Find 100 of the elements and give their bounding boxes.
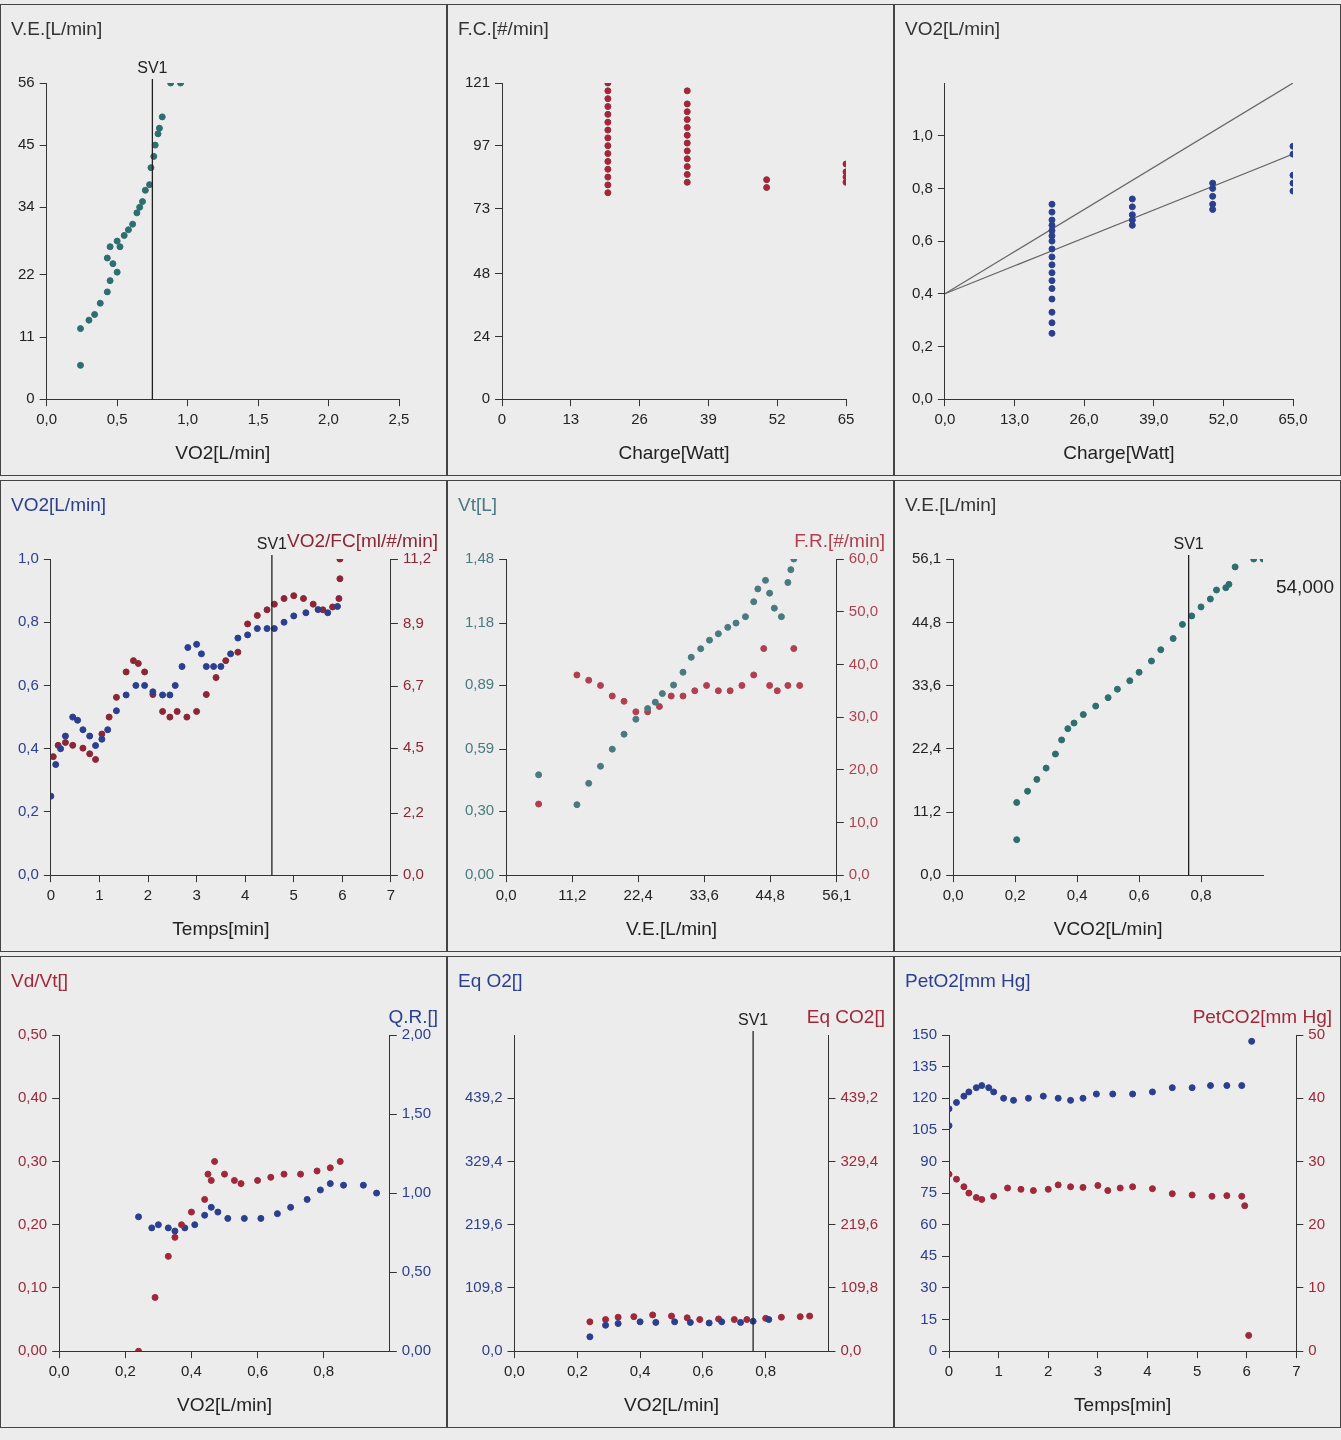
x-tick-label: 6 <box>1242 1362 1251 1380</box>
x-tick-label: 1 <box>95 886 104 904</box>
x-tick-label: 0,0 <box>504 1362 525 1380</box>
y2-tick-label: 439,2 <box>840 1088 879 1106</box>
x-tick-label: 52,0 <box>1208 410 1238 428</box>
y-tick-label: 60 <box>920 1214 938 1232</box>
y-tick-label: 0,4 <box>17 738 39 756</box>
y2-tick-label: 11,2 <box>402 549 432 567</box>
x-axis-title: VO2[L/min] <box>176 1393 273 1415</box>
y2-tick-label: 1,00 <box>401 1183 432 1201</box>
x-axis-title: VO2[L/min] <box>623 1393 720 1415</box>
x-tick-label: 0,6 <box>247 1362 268 1380</box>
x-tick-label: 13 <box>562 410 580 428</box>
y2-tick-label: 20 <box>1308 1214 1325 1232</box>
y-tick-label: 75 <box>920 1183 938 1201</box>
y-axis-title: VO2[L/min] <box>905 18 1001 39</box>
y-tick-label: 0,4 <box>911 283 933 301</box>
x-tick-label: 39,0 <box>1139 410 1169 428</box>
y-tick-label: 22 <box>18 265 35 283</box>
y-tick-label: 135 <box>912 1056 938 1074</box>
y-tick-label: 0,30 <box>464 801 495 819</box>
x-tick-label: 0,2 <box>566 1362 588 1380</box>
y2-tick-label: 0,00 <box>401 1341 432 1359</box>
y2-tick-label: 329,4 <box>840 1151 879 1169</box>
x-tick-label: 52 <box>768 410 786 428</box>
x-tick-label: 1,5 <box>247 410 269 428</box>
x-tick-label: 0,5 <box>106 410 128 428</box>
x-tick-label: 3 <box>192 886 201 904</box>
y-tick-label: 1,48 <box>464 549 495 567</box>
y-axis-title: Eq O2[] <box>458 970 523 991</box>
y-tick-label: 44,8 <box>911 612 942 630</box>
x-tick-label: 5 <box>1192 1362 1202 1380</box>
y-tick-label: 219,6 <box>464 1214 503 1232</box>
y-axis-title: V.E.[L/min] <box>905 494 997 515</box>
x-tick-label: 0,4 <box>629 1362 651 1380</box>
x-tick-label: 7 <box>386 886 396 904</box>
y-tick-label: 0,20 <box>17 1214 48 1232</box>
x-tick-label: 0,4 <box>1066 886 1088 904</box>
y2-tick-label: 0,0 <box>848 865 870 883</box>
y-tick-label: 0,8 <box>17 612 39 630</box>
y-tick-label: 0,8 <box>911 178 933 196</box>
y-tick-label: 11,2 <box>913 802 942 820</box>
x-tick-label: 56,1 <box>822 886 852 904</box>
x-tick-label: 2,0 <box>318 410 339 428</box>
y-tick-label: 439,2 <box>464 1088 503 1106</box>
y2-tick-label: 4,5 <box>402 738 424 756</box>
y2-tick-label: 6,7 <box>402 676 424 694</box>
y2-axis-title: Eq CO2[] <box>806 1006 885 1027</box>
y-tick-label: 109,8 <box>464 1278 503 1296</box>
x-axis-title: V.E.[L/min] <box>625 917 718 939</box>
y2-axis-title: VO2/FC[ml/#/min] <box>287 530 438 551</box>
y-tick-label: 56,1 <box>911 549 942 567</box>
x-tick-label: 1 <box>994 1362 1003 1380</box>
x-tick-label: 0,0 <box>934 410 956 428</box>
x-axis-title: Charge[Watt] <box>618 441 730 463</box>
x-tick-label: 26 <box>631 410 648 428</box>
y-tick-label: 1,0 <box>911 125 933 143</box>
y-tick-label: 24 <box>473 326 491 344</box>
y-tick-label: 45 <box>18 135 35 153</box>
x-tick-label: 6 <box>338 886 347 904</box>
y2-tick-label: 20,0 <box>848 759 879 777</box>
x-tick-label: 65,0 <box>1278 410 1308 428</box>
y2-tick-label: 30 <box>1308 1151 1325 1169</box>
x-tick-label: 2 <box>1044 1362 1053 1380</box>
x-tick-label: 0,8 <box>755 1362 777 1380</box>
x-tick-label: 4 <box>241 886 250 904</box>
y2-tick-label: 1,50 <box>401 1104 432 1122</box>
x-tick-label: 0,2 <box>114 1362 136 1380</box>
y-tick-label: 0,0 <box>481 1341 503 1359</box>
y-tick-label: 15 <box>920 1309 938 1327</box>
x-tick-label: 13,0 <box>999 410 1030 428</box>
y-tick-label: 90 <box>920 1151 938 1169</box>
y-tick-label: 0 <box>481 389 491 407</box>
x-tick-label: 0,0 <box>495 886 517 904</box>
y-tick-label: 11 <box>19 327 35 345</box>
x-tick-label: 11,2 <box>558 886 587 904</box>
y-tick-label: 0,6 <box>911 231 933 249</box>
y-tick-label: 34 <box>18 197 35 215</box>
y2-axis-title: PetCO2[mm Hg] <box>1192 1006 1332 1027</box>
x-axis-title: Temps[min] <box>172 917 270 939</box>
y-axis-title: V.E.[L/min] <box>11 18 103 39</box>
y-tick-label: 0,0 <box>920 865 942 883</box>
y2-tick-label: 10,0 <box>848 812 879 830</box>
y-tick-label: 0,00 <box>17 1341 48 1359</box>
y-axis-title: F.C.[#/min] <box>458 18 549 39</box>
text: 54,000 <box>1275 576 1334 597</box>
y2-tick-label: 60,0 <box>848 549 879 567</box>
y-tick-label: 56 <box>18 73 35 91</box>
y2-tick-label: 50,0 <box>848 601 879 619</box>
x-tick-label: 65 <box>837 410 855 428</box>
y-tick-label: 0,0 <box>911 389 933 407</box>
x-tick-label: 2 <box>143 886 153 904</box>
y-tick-label: 0,30 <box>17 1151 48 1169</box>
y2-axis-title: Q.R.[] <box>388 1006 438 1027</box>
x-tick-label: 22,4 <box>623 886 653 904</box>
x-tick-label: 26,0 <box>1069 410 1099 428</box>
y-tick-label: 97 <box>473 135 491 153</box>
y-tick-label: 22,4 <box>911 739 942 757</box>
y2-tick-label: 10 <box>1308 1278 1325 1296</box>
y-tick-label: 0,59 <box>464 739 495 757</box>
